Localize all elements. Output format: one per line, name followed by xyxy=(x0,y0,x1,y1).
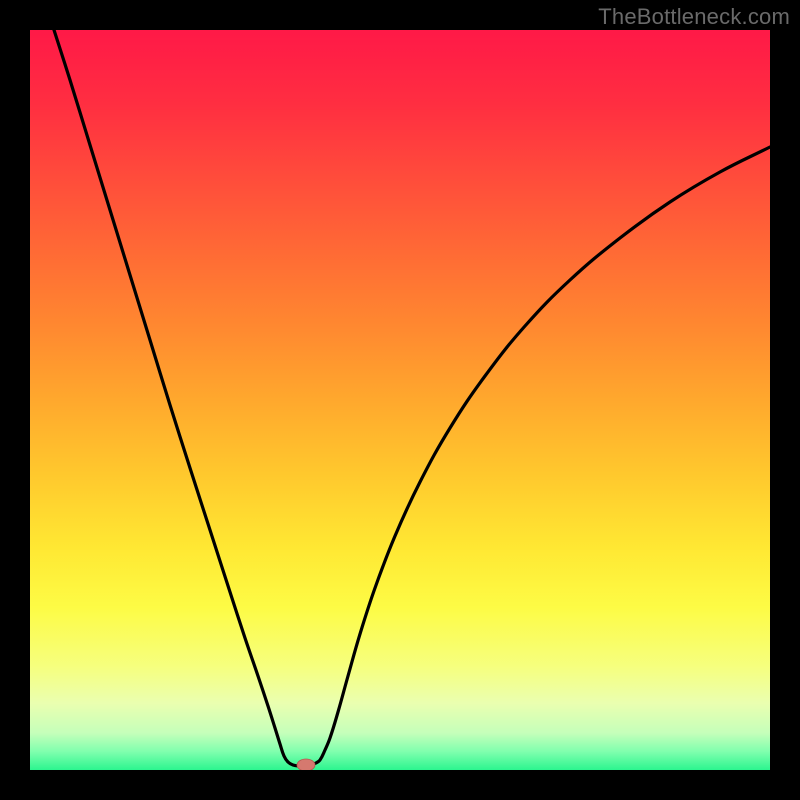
chart-svg xyxy=(30,30,770,770)
minimum-marker xyxy=(297,759,315,770)
chart-plot-area xyxy=(30,30,770,770)
chart-background xyxy=(30,30,770,770)
watermark-text: TheBottleneck.com xyxy=(598,4,790,30)
